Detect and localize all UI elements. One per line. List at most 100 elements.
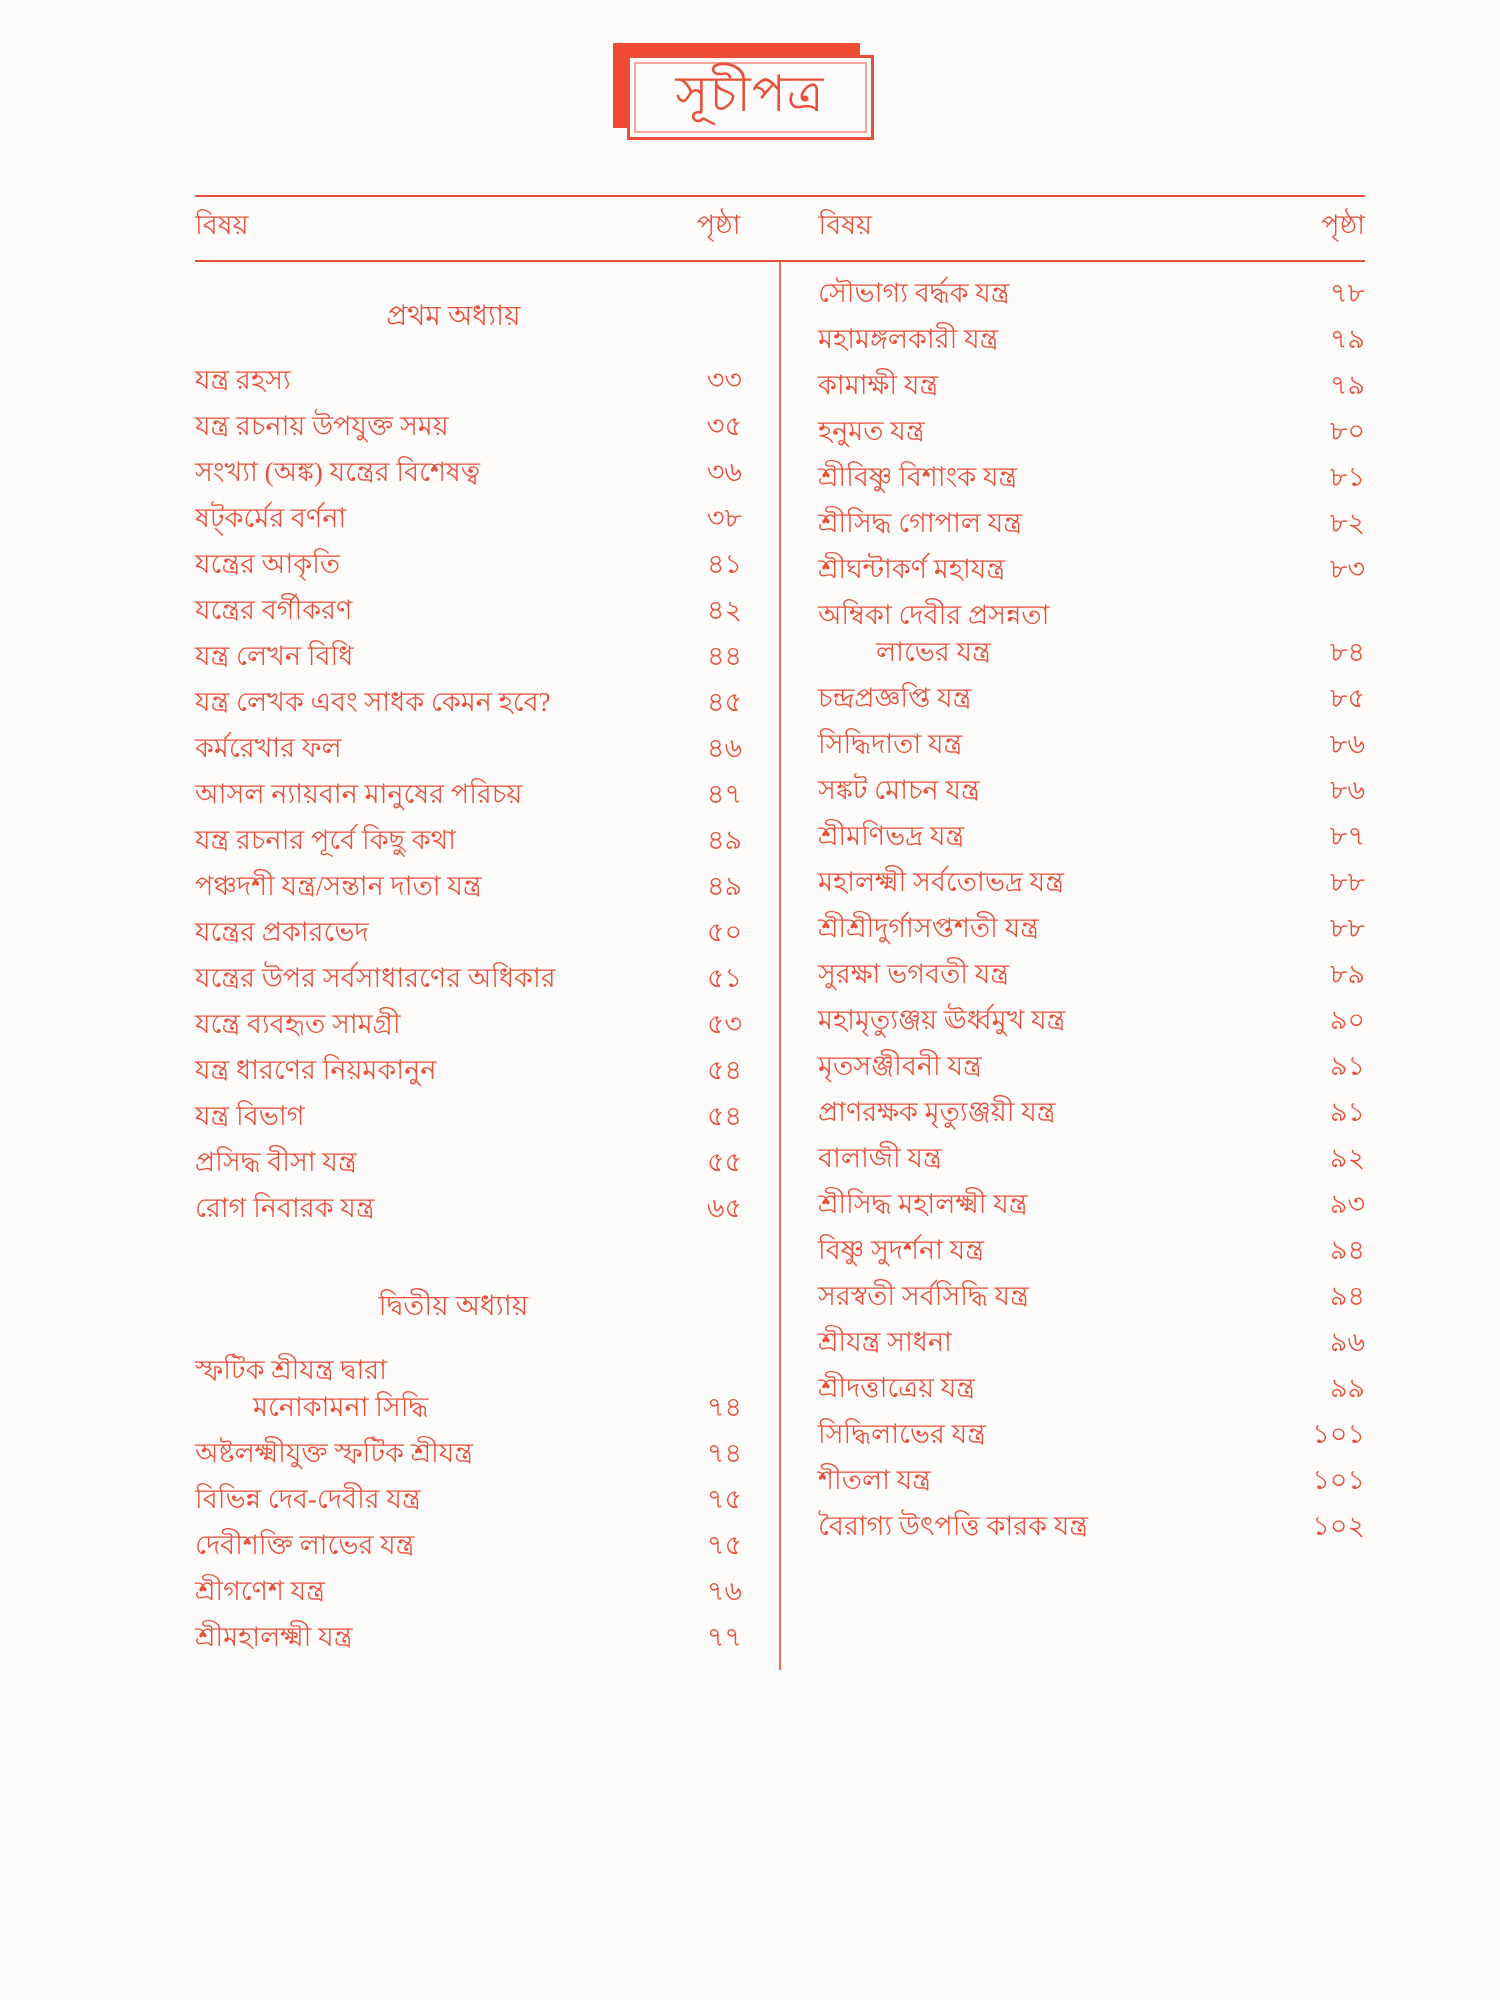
toc-entry[interactable]: মহালক্ষ্মী সর্বতোভদ্র যন্ত্র ৮৮ [818,869,1365,896]
toc-entry[interactable]: ষট্কর্মের বর্ণনা ৩৮ [195,505,742,532]
left-column: প্রথম অধ্যায় যন্ত্র রহস্য ৩৩ যন্ত্র রচনায… [195,280,780,1670]
toc-entry-page-number: ৫৫ [706,1147,742,1177]
toc-entry-label: মনোকামনা সিদ্ধি [253,1392,429,1422]
toc-entry[interactable]: বিষ্ণু সুদর্শনা যন্ত্র ৯৪ [818,1237,1365,1264]
toc-entry[interactable]: রোগ নিবারক যন্ত্র ৬৫ [195,1195,742,1222]
toc-entry[interactable]: শীতলা যন্ত্র ১০১ [818,1467,1365,1494]
toc-entry[interactable]: যন্ত্রে ব্যবহৃত সামগ্রী ৫৩ [195,1011,742,1038]
header-subject-left: বিষয় [195,210,249,240]
toc-entry-label: শ্রীদত্তাত্রেয় যন্ত্র [818,1373,976,1403]
toc-entry[interactable]: শ্রীঘন্টাকর্ণ মহাযন্ত্র ৮৩ [818,556,1365,583]
toc-entry-page-number: ৭৭ [706,1622,742,1652]
toc-entry[interactable]: সুরক্ষা ভগবতী যন্ত্র ৮৯ [818,961,1365,988]
toc-entry-page-number: ৫১ [706,963,742,993]
toc-entry-label: অম্বিকা দেবীর প্রসন্নতা [818,600,1050,630]
toc-entry-label: আসল ন্যায়বান মানুষের পরিচয় [195,779,523,809]
toc-entry[interactable]: শ্রীযন্ত্র সাধনা ৯৬ [818,1329,1365,1356]
toc-entry[interactable]: মহামঙ্গলকারী যন্ত্র ৭৯ [818,326,1365,353]
right-column-entry-list: সৌভাগ্য বর্দ্ধক যন্ত্র ৭৮ মহামঙ্গলকারী যন্… [818,280,1365,1540]
toc-entry[interactable]: পঞ্চদশী যন্ত্র/সন্তান দাতা যন্ত্র ৪৯ [195,873,742,900]
toc-entry-page-number: ৯৬ [1329,1327,1365,1357]
toc-entry[interactable]: আসল ন্যায়বান মানুষের পরিচয় ৪৭ [195,781,742,808]
toc-entry[interactable]: যন্ত্র লেখক এবং সাধক কেমন হবে? ৪৫ [195,689,742,716]
toc-entry[interactable]: লাভের যন্ত্র ৮৪ [818,639,1365,666]
toc-entry[interactable]: সৌভাগ্য বর্দ্ধক যন্ত্র ৭৮ [818,280,1365,307]
toc-entry-page-number: ৭৫ [706,1530,742,1560]
toc-entry-page-number: ৮৬ [1329,729,1365,759]
toc-entry[interactable]: বৈরাগ্য উৎপত্তি কারক যন্ত্র ১০২ [818,1513,1365,1540]
toc-entry-page-number: ৬৫ [706,1193,742,1223]
toc-entry-page-number: ৪২ [706,595,742,625]
toc-entry[interactable]: শ্রীসিদ্ধ গোপাল যন্ত্র ৮২ [818,510,1365,537]
toc-entry[interactable]: যন্ত্রের আকৃতি ৪১ [195,551,742,578]
chapter-two-entry-list: স্ফটিক শ্রীযন্ত্র দ্বারা মনোকামনা সিদ্ধি ৭… [195,1357,742,1651]
toc-entry[interactable]: বিভিন্ন দেব-দেবীর যন্ত্র ৭৫ [195,1486,742,1513]
toc-entry-label: শ্রীসিদ্ধ গোপাল যন্ত্র [818,508,1023,538]
toc-entry[interactable]: যন্ত্রের উপর সর্বসাধারণের অধিকার ৫১ [195,965,742,992]
toc-entry-page-number: ৯০ [1329,1005,1365,1035]
toc-entry[interactable]: স্ফটিক শ্রীযন্ত্র দ্বারা [195,1357,742,1384]
toc-entry-page-number: ১০১ [1312,1465,1365,1495]
toc-entry[interactable]: সিদ্ধিলাভের যন্ত্র ১০১ [818,1421,1365,1448]
toc-entry-label: সঙ্কট মোচন যন্ত্র [818,775,980,805]
toc-entry[interactable]: বালাজী যন্ত্র ৯২ [818,1145,1365,1172]
toc-entry[interactable]: শ্রীসিদ্ধ মহালক্ষ্মী যন্ত্র ৯৩ [818,1191,1365,1218]
toc-entry-label: মহালক্ষ্মী সর্বতোভদ্র যন্ত্র [818,867,1064,897]
toc-entry[interactable]: প্রাণরক্ষক মৃত্যুঞ্জয়ী যন্ত্র ৯১ [818,1099,1365,1126]
header-rule-bottom [195,260,1365,262]
toc-entry[interactable]: শ্রীমহালক্ষ্মী যন্ত্র ৭৭ [195,1624,742,1651]
toc-entry[interactable]: মহামৃত্যুঞ্জয় ঊর্ধ্বমুখ যন্ত্র ৯০ [818,1007,1365,1034]
toc-entry[interactable]: কর্মরেখার ফল ৪৬ [195,735,742,762]
toc-entry[interactable]: অষ্টলক্ষ্মীযুক্ত স্ফটিক শ্রীযন্ত্র ৭৪ [195,1440,742,1467]
toc-entry[interactable]: শ্রীমণিভদ্র যন্ত্র ৮৭ [818,823,1365,850]
toc-entry[interactable]: কামাক্ষী যন্ত্র ৭৯ [818,372,1365,399]
toc-entry-page-number: ৩৩ [706,365,742,395]
toc-entry-label: সিদ্ধিদাতা যন্ত্র [818,729,963,759]
toc-entry[interactable]: যন্ত্র রচনার পূর্বে কিছু কথা ৪৯ [195,827,742,854]
chapter-one-entry-list: যন্ত্র রহস্য ৩৩ যন্ত্র রচনায় উপযুক্ত সময়… [195,367,742,1222]
toc-entry[interactable]: সরস্বতী সর্বসিদ্ধি যন্ত্র ৯৪ [818,1283,1365,1310]
toc-entry-label: শ্রীমহালক্ষ্মী যন্ত্র [195,1622,353,1652]
toc-entry-label: শ্রীবিষ্ণু বিশাংক যন্ত্র [818,462,1018,492]
toc-entry-label: শ্রীশ্রীদুর্গাসপ্তশতী যন্ত্র [818,913,1039,943]
toc-entry[interactable]: শ্রীশ্রীদুর্গাসপ্তশতী যন্ত্র ৮৮ [818,915,1365,942]
toc-entry-label: মৃতসঞ্জীবনী যন্ত্র [818,1051,982,1081]
toc-entry[interactable]: চন্দ্রপ্রজ্ঞপ্তি যন্ত্র ৮৫ [818,685,1365,712]
column-divider [779,262,781,1670]
toc-entry-label: সংখ্যা (অঙ্ক) যন্ত্রের বিশেষত্ব [195,457,481,487]
toc-entry-label: শীতলা যন্ত্র [818,1465,931,1495]
toc-entry[interactable]: মনোকামনা সিদ্ধি ৭৪ [195,1394,742,1421]
toc-entry[interactable]: যন্ত্র বিভাগ ৫৪ [195,1103,742,1130]
toc-entry[interactable]: মৃতসঞ্জীবনী যন্ত্র ৯১ [818,1053,1365,1080]
toc-entry[interactable]: যন্ত্রের বর্গীকরণ ৪২ [195,597,742,624]
toc-entry-label: কর্মরেখার ফল [195,733,342,763]
toc-entry-page-number: ৭৪ [706,1438,742,1468]
toc-entry[interactable]: হনুমত যন্ত্র ৮০ [818,418,1365,445]
toc-entry-page-number: ৪৬ [706,733,742,763]
toc-entry-label: শ্রীঘন্টাকর্ণ মহাযন্ত্র [818,554,1006,584]
toc-entry-page-number: ৮৭ [1329,821,1365,851]
table-of-contents: বিষয় পৃষ্ঠা বিষয় পৃষ্ঠা প্রথম অধ্যায় … [195,195,1365,1670]
toc-entry-page-number: ৫০ [706,917,742,947]
toc-entry[interactable]: যন্ত্র লেখন বিধি ৪৪ [195,643,742,670]
toc-entry-page-number: ৪৯ [706,825,742,855]
toc-entry[interactable]: সংখ্যা (অঙ্ক) যন্ত্রের বিশেষত্ব ৩৬ [195,459,742,486]
toc-entry-page-number: ৪১ [706,549,742,579]
header-subject-right: বিষয় [818,210,873,240]
toc-entry[interactable]: যন্ত্র রহস্য ৩৩ [195,367,742,394]
toc-entry-label: প্রাণরক্ষক মৃত্যুঞ্জয়ী যন্ত্র [818,1097,1056,1127]
toc-entry[interactable]: যন্ত্র রচনায় উপযুক্ত সময় ৩৫ [195,413,742,440]
toc-entry[interactable]: দেবীশক্তি লাভের যন্ত্র ৭৫ [195,1532,742,1559]
toc-entry[interactable]: প্রসিদ্ধ বীসা যন্ত্র ৫৫ [195,1149,742,1176]
toc-entry[interactable]: অম্বিকা দেবীর প্রসন্নতা [818,602,1365,629]
toc-entry-label: পঞ্চদশী যন্ত্র/সন্তান দাতা যন্ত্র [195,871,482,901]
toc-entry[interactable]: যন্ত্রের প্রকারভেদ ৫০ [195,919,742,946]
toc-entry[interactable]: শ্রীগণেশ যন্ত্র ৭৬ [195,1578,742,1605]
toc-entry[interactable]: সঙ্কট মোচন যন্ত্র ৮৬ [818,777,1365,804]
toc-entry[interactable]: শ্রীদত্তাত্রেয় যন্ত্র ৯৯ [818,1375,1365,1402]
toc-entry-page-number: ৯৩ [1329,1189,1365,1219]
toc-entry[interactable]: সিদ্ধিদাতা যন্ত্র ৮৬ [818,731,1365,758]
toc-entry[interactable]: যন্ত্র ধারণের নিয়মকানুন ৫৪ [195,1057,742,1084]
toc-entry[interactable]: শ্রীবিষ্ণু বিশাংক যন্ত্র ৮১ [818,464,1365,491]
